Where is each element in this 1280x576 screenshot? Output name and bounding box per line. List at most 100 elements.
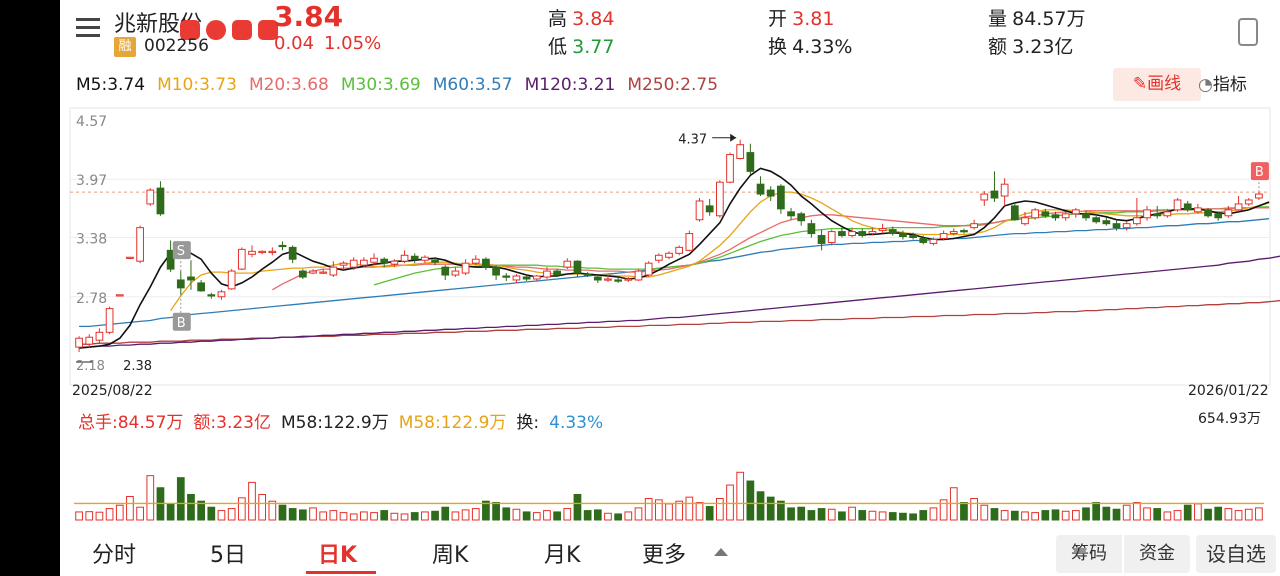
- tab-monthly-k[interactable]: 月K: [544, 543, 581, 568]
- candle-body: [85, 336, 94, 345]
- x-axis-end-date: 2026/01/22: [1188, 383, 1269, 399]
- app-icon-2[interactable]: [206, 20, 226, 40]
- ma5-label: M5:3.74: [76, 75, 146, 95]
- candle-body: [268, 250, 277, 254]
- volume-bar: [1224, 508, 1233, 521]
- volume-bar: [624, 511, 633, 521]
- volume-bar: [1153, 508, 1162, 521]
- candle: [85, 334, 94, 349]
- candle-body: [237, 248, 246, 270]
- volume-bar: [705, 506, 714, 521]
- signal-label: S: [177, 244, 185, 259]
- candle: [746, 143, 755, 175]
- volume-bar: [512, 508, 521, 521]
- volume-bar: [115, 504, 124, 521]
- candle: [543, 267, 551, 279]
- candle: [797, 211, 806, 226]
- candle: [1041, 208, 1050, 218]
- candle-body: [75, 337, 83, 348]
- candle: [868, 227, 877, 236]
- candle: [563, 258, 572, 270]
- candle-body: [146, 189, 155, 205]
- tab-intraday[interactable]: 分时: [92, 543, 137, 568]
- portrait-toggle-icon[interactable]: [1238, 18, 1258, 46]
- tab-daily-k[interactable]: 日K: [318, 543, 358, 568]
- candle: [217, 289, 226, 300]
- menu-icon[interactable]: [76, 18, 102, 38]
- add-watchlist-button[interactable]: 设自选: [1196, 535, 1276, 573]
- app-icon-4[interactable]: [258, 20, 278, 40]
- candle-body: [492, 266, 500, 276]
- candle: [777, 184, 785, 214]
- candle: [522, 275, 531, 281]
- ma60-label: M60:3.57: [432, 75, 513, 95]
- ma250-label: M250:2.75: [627, 75, 719, 95]
- volume-bar: [827, 508, 836, 521]
- candle-body: [868, 231, 877, 235]
- candle-body: [390, 260, 399, 265]
- candle-body: [1163, 211, 1172, 217]
- candle-body: [95, 331, 104, 341]
- candle: [360, 257, 368, 268]
- fund-button[interactable]: 资金: [1124, 535, 1190, 573]
- candle-body: [1244, 199, 1253, 205]
- candle-body: [777, 185, 785, 210]
- candle: [787, 207, 795, 220]
- app-icon-3[interactable]: [232, 20, 252, 40]
- volume-bar: [715, 498, 724, 521]
- app-screen: 兆新股份 3.84 融 002256 0.04 1.05% 高 3.84 低 3…: [60, 0, 1280, 576]
- candle: [1204, 207, 1212, 218]
- candle: [1183, 200, 1192, 212]
- tab-weekly-k[interactable]: 周K: [432, 543, 469, 568]
- app-icon-1[interactable]: [180, 20, 200, 40]
- candle-body: [1041, 211, 1050, 217]
- candle-body: [451, 270, 460, 276]
- volume-bar: [665, 503, 673, 521]
- y-tick-label: 4.57: [76, 114, 107, 130]
- candle: [1163, 208, 1172, 218]
- candle-body: [1112, 223, 1121, 229]
- candle: [1224, 205, 1233, 218]
- candle: [309, 269, 317, 275]
- signal-badge: [172, 241, 191, 260]
- volume-bar: [502, 507, 511, 521]
- volume-chart[interactable]: [60, 428, 1280, 522]
- candle-body: [888, 229, 897, 235]
- ma10-label: M10:3.73: [157, 75, 237, 95]
- volume-bar: [583, 510, 592, 521]
- volume-bar: [268, 500, 277, 521]
- draw-line-button[interactable]: ✎画线: [1113, 68, 1201, 101]
- caret-up-icon[interactable]: [714, 548, 728, 556]
- candle-body: [329, 266, 338, 276]
- candle-body: [665, 252, 673, 258]
- volume-bar: [136, 506, 144, 521]
- candle: [1102, 217, 1111, 226]
- candle-body: [258, 250, 267, 254]
- y-tick-label: 2.78: [76, 291, 107, 307]
- volume-bar: [868, 510, 877, 521]
- total-hand-label: 总手:84.57万: [78, 413, 184, 433]
- candle-body: [807, 223, 816, 235]
- volume-bar: [532, 512, 541, 521]
- candle: [1112, 220, 1121, 231]
- candle-body: [909, 235, 917, 239]
- candle: [237, 247, 246, 271]
- candle-body: [309, 270, 317, 274]
- candle: [187, 260, 195, 290]
- candlestick-chart[interactable]: 4.57 3.97 3.38 2.78 4.37 2.38 2.18 S B B: [60, 104, 1280, 404]
- candle-body: [197, 282, 205, 292]
- volume-bar: [1082, 507, 1090, 521]
- volume-bar: [1143, 507, 1151, 521]
- chip-button[interactable]: 筹码: [1056, 535, 1122, 573]
- indicator-button[interactable]: ◔指标: [1198, 75, 1247, 95]
- candle-body: [634, 270, 643, 281]
- candle-body: [471, 258, 480, 264]
- tab-more[interactable]: 更多: [642, 543, 687, 568]
- candle: [1194, 203, 1202, 214]
- candle: [1051, 211, 1060, 221]
- tab-5day[interactable]: 5日: [210, 543, 246, 568]
- candle-body: [827, 231, 836, 243]
- candle: [197, 279, 205, 292]
- volume-bar: [1051, 509, 1060, 521]
- volume-max-label: 654.93万: [1198, 411, 1261, 427]
